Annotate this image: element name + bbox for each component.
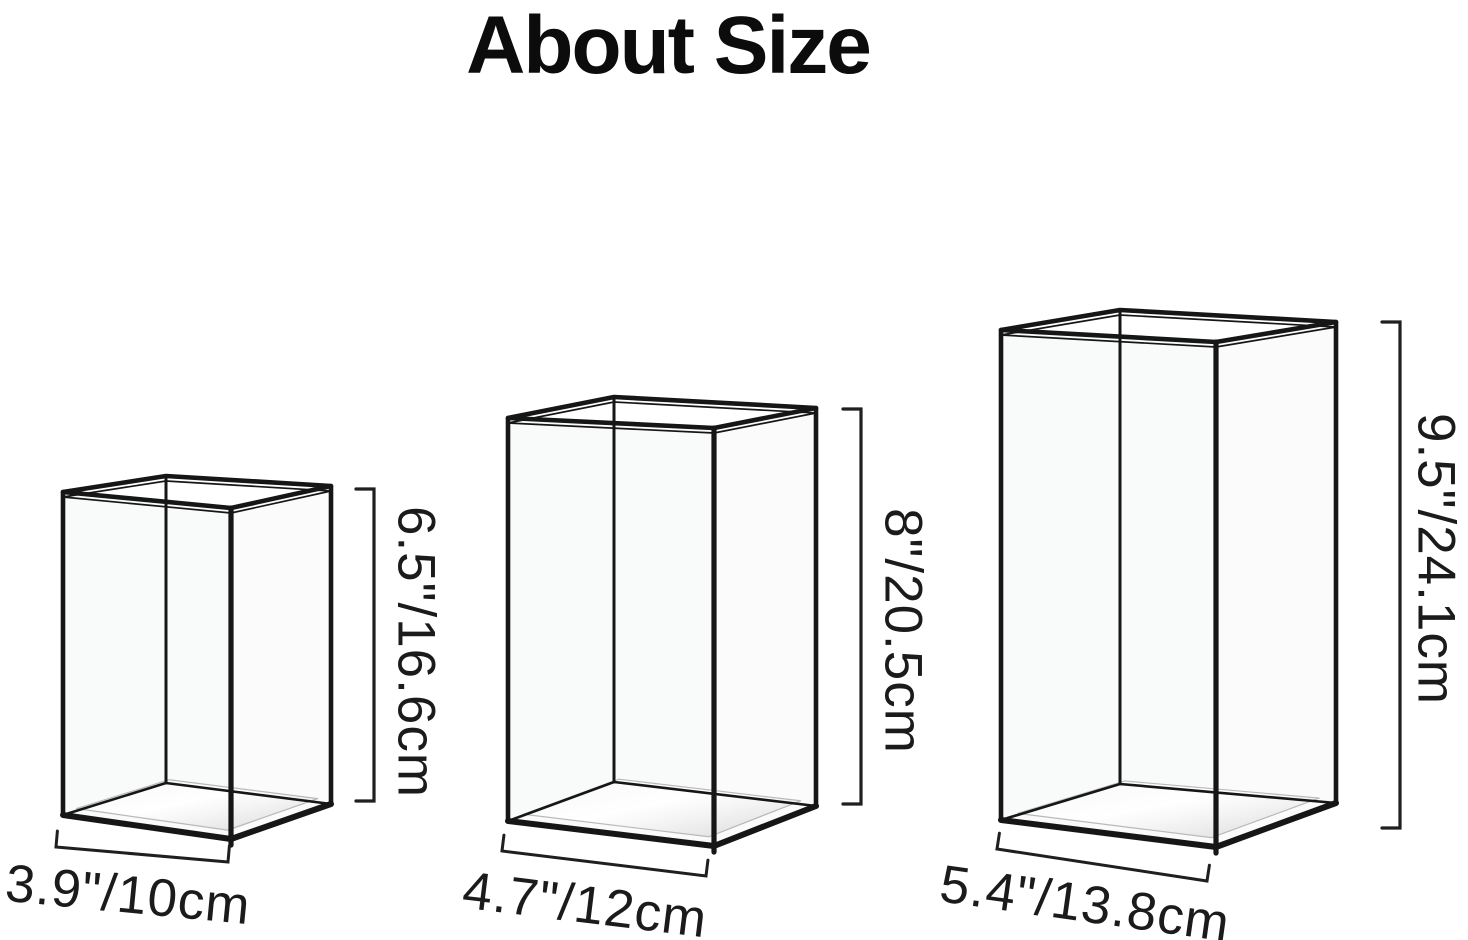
width-dimension-bracket [995, 831, 1211, 883]
height-label-medium: 8"/20.5cm [873, 508, 933, 754]
large-glass-vase [995, 307, 1402, 883]
height-dimension-bracket [841, 407, 863, 806]
height-label-small: 6.5"/16.6cm [386, 505, 446, 799]
width-dimension-bracket [500, 833, 710, 878]
height-dimension-bracket [354, 487, 376, 803]
medium-glass-vase [500, 394, 863, 878]
width-dimension-bracket [54, 829, 231, 864]
height-label-large: 9.5"/24.1cm [1406, 412, 1466, 706]
page-title: About Size [466, 0, 872, 91]
height-dimension-bracket [1380, 320, 1402, 830]
small-glass-vase [54, 473, 376, 864]
